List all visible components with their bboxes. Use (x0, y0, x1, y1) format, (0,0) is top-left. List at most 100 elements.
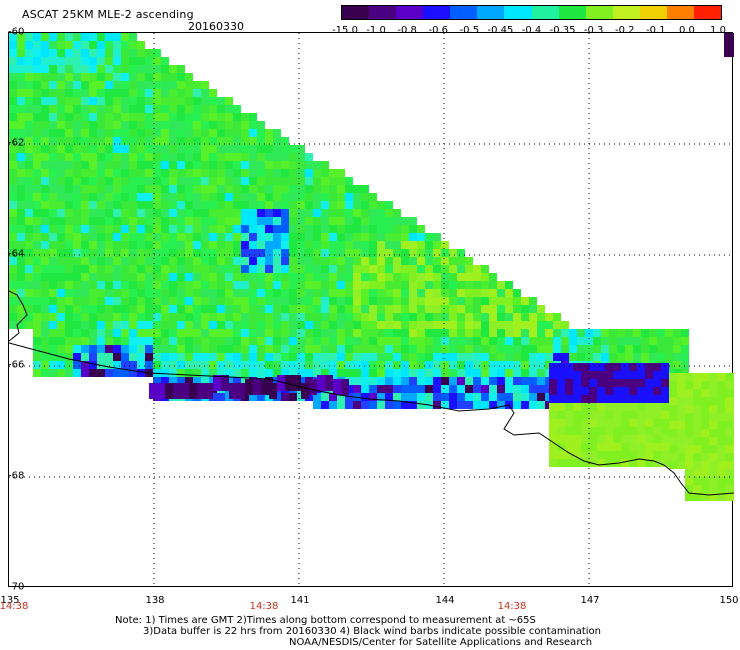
swath-cell (693, 453, 701, 461)
swath-cell (57, 161, 65, 169)
swath-cell (717, 421, 725, 429)
swath-cell (217, 313, 225, 321)
swath-cell (225, 337, 233, 345)
swath-cell (433, 305, 441, 313)
swath-cell (385, 217, 393, 225)
swath-cell (97, 57, 105, 65)
swath-cell (41, 345, 49, 353)
swath-cell (161, 281, 169, 289)
swath-cell (457, 273, 465, 281)
swath-cell (417, 249, 425, 257)
swath-cell (65, 81, 73, 89)
swath-cell (169, 169, 177, 177)
swath-cell (121, 41, 129, 49)
swath-cell (337, 305, 345, 313)
swath-cell (177, 225, 185, 233)
swath-cell (425, 305, 433, 313)
swath-cell (289, 201, 297, 209)
swath-cell (497, 393, 505, 401)
swath-cell (449, 345, 457, 353)
swath-cell (9, 41, 17, 49)
swath-cell (89, 249, 97, 257)
swath-cell (565, 371, 573, 379)
swath-cell (17, 33, 25, 41)
colorbar-tick-label: -0.6 (428, 25, 449, 36)
swath-cell (321, 209, 329, 217)
swath-cell (409, 265, 417, 273)
swath-cell (661, 403, 669, 411)
swath-cell (613, 395, 621, 403)
swath-cell (505, 345, 513, 353)
swath-cell (201, 113, 209, 121)
swath-cell (589, 379, 597, 387)
swath-cell (169, 65, 177, 73)
swath-cell (345, 201, 353, 209)
swath-cell (273, 281, 281, 289)
swath-cell (313, 169, 321, 177)
swath-cell (169, 321, 177, 329)
swath-cell (137, 193, 145, 201)
swath-cell (577, 353, 585, 361)
swath-cell (169, 281, 177, 289)
swath-cell (41, 153, 49, 161)
swath-cell (569, 345, 577, 353)
swath-cell (281, 233, 289, 241)
swath-cell (65, 177, 73, 185)
swath-cell (489, 393, 497, 401)
swath-cell (353, 281, 361, 289)
swath-cell (169, 121, 177, 129)
swath-cell (81, 153, 89, 161)
swath-cell (81, 321, 89, 329)
swath-cell (377, 217, 385, 225)
swath-cell (353, 193, 361, 201)
swath-cell (161, 161, 169, 169)
swath-cell (73, 241, 81, 249)
colorbar-segment (450, 6, 478, 19)
swath-cell (573, 419, 581, 427)
swath-cell (153, 65, 161, 73)
swath-cell (105, 153, 113, 161)
swath-cell (145, 201, 153, 209)
swath-cell (345, 393, 353, 401)
swath-cell (289, 353, 297, 361)
swath-cell (565, 419, 573, 427)
swath-cell (225, 121, 233, 129)
swath-cell (161, 121, 169, 129)
swath-cell (233, 329, 241, 337)
swath-cell (81, 41, 89, 49)
swath-cell (457, 265, 465, 273)
swath-cell (529, 393, 537, 401)
swath-cell (361, 281, 369, 289)
swath-cell (425, 369, 433, 377)
swath-cell (113, 153, 121, 161)
swath-cell (129, 345, 137, 353)
swath-cell (25, 225, 33, 233)
swath-cell (609, 329, 617, 337)
swath-cell (549, 443, 557, 451)
swath-cell (25, 241, 33, 249)
colorbar-tick-label: 1.0 (710, 25, 726, 36)
swath-cell (33, 177, 41, 185)
swath-cell (289, 321, 297, 329)
swath-cell (537, 345, 545, 353)
swath-cell (561, 329, 569, 337)
swath-cell (249, 281, 257, 289)
swath-cell (353, 289, 361, 297)
swath-cell (529, 297, 537, 305)
swath-cell (161, 361, 169, 369)
swath-cell (65, 193, 73, 201)
swath-cell (265, 185, 273, 193)
swath-cell (425, 393, 433, 401)
swath-cell (385, 289, 393, 297)
coastline (9, 290, 734, 496)
swath-cell (233, 345, 241, 353)
swath-cell (73, 169, 81, 177)
swath-cell (105, 289, 113, 297)
swath-cell (217, 193, 225, 201)
swath-cell (609, 353, 617, 361)
swath-cell (217, 233, 225, 241)
map-title: ASCAT 25KM MLE-2 ascending (22, 8, 194, 21)
swath-cell (565, 379, 573, 387)
swath-cell (645, 435, 653, 443)
swath-cell (645, 363, 653, 371)
